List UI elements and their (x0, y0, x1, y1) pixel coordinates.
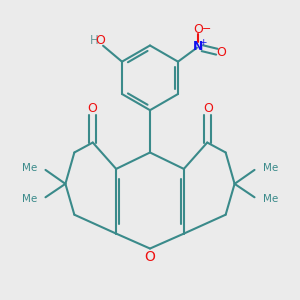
Text: O: O (193, 23, 203, 36)
Text: O: O (203, 102, 213, 115)
Text: O: O (87, 102, 97, 115)
Text: H: H (90, 34, 98, 47)
Text: O: O (96, 34, 106, 47)
Text: −: − (202, 24, 211, 34)
Text: N: N (193, 40, 203, 53)
Text: Me: Me (263, 194, 278, 204)
Text: Me: Me (22, 164, 37, 173)
Text: O: O (145, 250, 155, 264)
Text: Me: Me (22, 194, 37, 204)
Text: Me: Me (263, 164, 278, 173)
Text: +: + (199, 38, 207, 47)
Text: O: O (216, 46, 226, 59)
